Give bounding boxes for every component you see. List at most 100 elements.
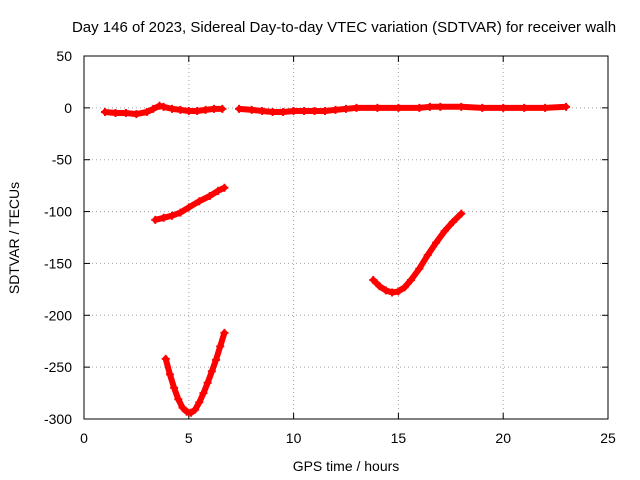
data-point bbox=[191, 405, 200, 414]
data-point bbox=[209, 104, 218, 113]
data-point bbox=[155, 101, 164, 110]
data-point bbox=[214, 186, 223, 195]
data-point bbox=[201, 105, 210, 114]
data-point bbox=[184, 106, 193, 115]
data-series bbox=[151, 183, 229, 224]
data-point bbox=[499, 103, 508, 112]
data-point bbox=[142, 108, 151, 117]
data-point bbox=[161, 354, 170, 363]
data-point bbox=[448, 217, 457, 226]
data-point bbox=[369, 276, 378, 285]
data-point bbox=[321, 106, 330, 115]
data-point bbox=[415, 103, 424, 112]
data-point bbox=[235, 104, 244, 113]
x-tick-label: 5 bbox=[185, 430, 193, 446]
data-point bbox=[436, 102, 445, 111]
data-point bbox=[193, 106, 202, 115]
data-point bbox=[218, 104, 227, 113]
data-point bbox=[423, 251, 432, 260]
data-point bbox=[425, 102, 434, 111]
data-point bbox=[165, 370, 174, 379]
data-point bbox=[100, 108, 109, 117]
data-point bbox=[247, 105, 256, 114]
x-tick-label: 10 bbox=[286, 430, 302, 446]
data-point bbox=[388, 288, 397, 297]
y-tick-label: -150 bbox=[44, 255, 72, 271]
x-tick-label: 0 bbox=[80, 430, 88, 446]
data-point bbox=[279, 108, 288, 117]
data-point bbox=[170, 383, 179, 392]
data-point bbox=[174, 395, 183, 404]
y-tick-label: 0 bbox=[64, 100, 72, 116]
data-point bbox=[111, 109, 120, 118]
data-point bbox=[168, 104, 177, 113]
y-tick-label: -50 bbox=[52, 152, 72, 168]
data-point bbox=[151, 215, 160, 224]
y-tick-label: 50 bbox=[56, 48, 72, 64]
plot-frame bbox=[83, 55, 609, 420]
data-point bbox=[373, 103, 382, 112]
data-point bbox=[268, 108, 277, 117]
series-line bbox=[370, 210, 465, 296]
data-point bbox=[520, 103, 529, 112]
series-line bbox=[152, 184, 228, 223]
x-axis-label: GPS time / hours bbox=[293, 458, 400, 474]
data-point bbox=[182, 407, 191, 416]
data-point bbox=[212, 355, 221, 364]
data-point bbox=[216, 342, 225, 351]
data-point bbox=[184, 203, 193, 212]
data-point bbox=[186, 408, 195, 417]
data-point bbox=[176, 105, 185, 114]
data-point bbox=[375, 282, 384, 291]
data-point bbox=[394, 103, 403, 112]
data-point bbox=[342, 104, 350, 113]
data-point bbox=[406, 276, 415, 285]
series-line bbox=[162, 329, 228, 416]
data-point bbox=[541, 103, 550, 112]
data-point bbox=[457, 209, 466, 218]
y-axis-label: SDTVAR / TECUs bbox=[6, 182, 22, 294]
y-tick-label: -300 bbox=[44, 411, 72, 427]
data-series bbox=[369, 209, 466, 297]
data-point bbox=[121, 109, 130, 118]
data-point bbox=[415, 264, 424, 273]
data-point bbox=[168, 211, 177, 220]
data-series bbox=[235, 102, 571, 117]
data-series bbox=[100, 101, 227, 119]
y-tick-label: -250 bbox=[44, 359, 72, 375]
data-point bbox=[176, 208, 185, 217]
data-point bbox=[352, 103, 361, 112]
data-point bbox=[400, 283, 409, 292]
data-point bbox=[457, 102, 466, 111]
x-tick-label: 15 bbox=[391, 430, 407, 446]
data-point bbox=[199, 389, 208, 398]
data-point bbox=[432, 238, 441, 247]
y-tick-label: -200 bbox=[44, 307, 72, 323]
data-point bbox=[203, 378, 212, 387]
x-tick-label: 25 bbox=[600, 430, 616, 446]
data-point bbox=[562, 102, 571, 111]
y-tick-label: -100 bbox=[44, 204, 72, 220]
data-point bbox=[195, 398, 204, 407]
data-point bbox=[207, 367, 216, 376]
data-point bbox=[220, 328, 229, 337]
data-point bbox=[381, 286, 390, 295]
data-point bbox=[289, 106, 298, 115]
data-point bbox=[331, 105, 340, 114]
data-point bbox=[300, 106, 309, 115]
data-point bbox=[220, 183, 229, 192]
data-point bbox=[149, 104, 158, 113]
chart-title: Day 146 of 2023, Sidereal Day-to-day VTE… bbox=[72, 19, 616, 36]
data-point bbox=[178, 403, 187, 412]
data-point bbox=[394, 287, 403, 296]
data-point bbox=[310, 106, 319, 115]
data-series bbox=[161, 328, 229, 417]
data-point bbox=[440, 227, 449, 236]
data-point bbox=[258, 106, 267, 115]
data-layer bbox=[100, 101, 571, 417]
data-point bbox=[159, 102, 168, 111]
data-point bbox=[195, 197, 204, 206]
x-tick-label: 20 bbox=[495, 430, 511, 446]
data-point bbox=[159, 213, 168, 222]
